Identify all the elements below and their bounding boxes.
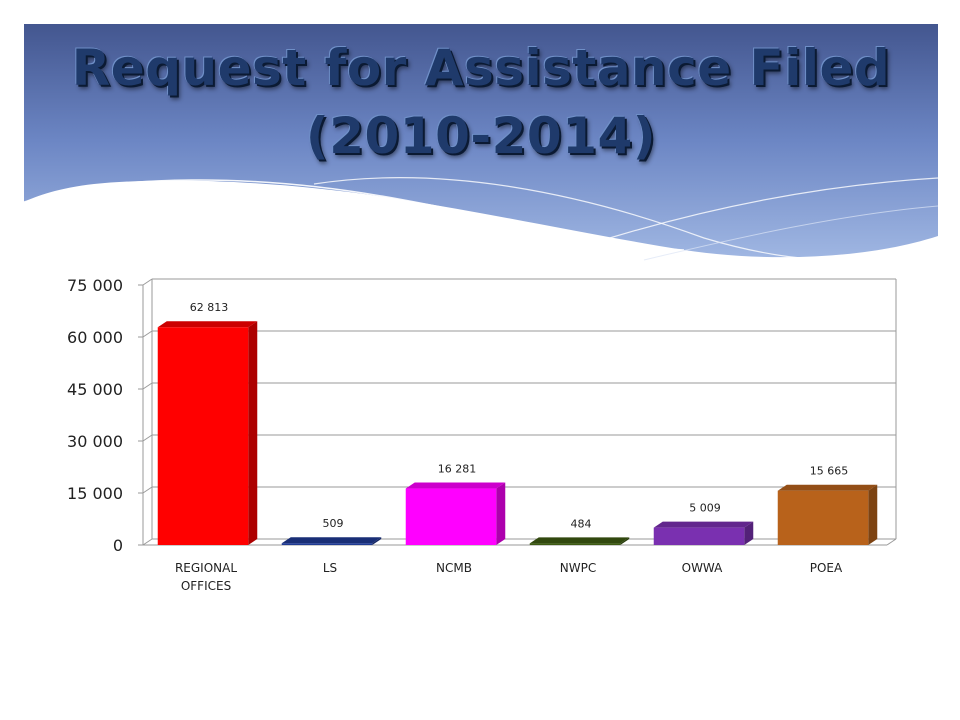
data-label: 62 813 xyxy=(190,301,229,314)
bar xyxy=(157,321,258,545)
bar-side xyxy=(248,321,258,545)
y-tick-label: 75 000 xyxy=(67,276,123,295)
bar-side xyxy=(372,537,382,545)
category-label: POEA xyxy=(810,561,843,575)
bar-top xyxy=(777,484,878,491)
bar-top xyxy=(529,537,630,544)
bar xyxy=(777,484,878,545)
bar-front xyxy=(157,327,249,545)
bar xyxy=(281,537,382,545)
data-label: 5 009 xyxy=(689,502,721,515)
gridline-side xyxy=(142,278,153,286)
gridline-side xyxy=(142,330,153,338)
bar-front xyxy=(777,490,869,545)
bar-front xyxy=(281,543,373,545)
y-tick-label: 45 000 xyxy=(67,380,123,399)
y-tick-label: 15 000 xyxy=(67,484,123,503)
gridline-side xyxy=(142,434,153,442)
title-banner xyxy=(24,24,938,261)
bar-side xyxy=(744,521,754,545)
category-label: NCMB xyxy=(436,561,472,575)
bar xyxy=(529,537,630,545)
x-axis-side xyxy=(886,538,897,546)
bar xyxy=(405,482,506,545)
category-label: REGIONAL OFFICES xyxy=(175,561,237,593)
bar-top xyxy=(281,537,382,544)
data-label: 509 xyxy=(323,517,344,530)
category-label: NWPC xyxy=(560,561,596,575)
data-label: 16 281 xyxy=(438,463,477,476)
bar-side xyxy=(868,484,878,545)
bar-side xyxy=(496,482,506,545)
bar-top xyxy=(405,482,506,489)
y-tick-label: 0 xyxy=(113,536,123,555)
bar-side xyxy=(620,537,630,545)
category-label: OWWA xyxy=(682,561,724,575)
bar-front xyxy=(653,527,745,545)
slide-title: Request for Assistance Filed (2010-2014) xyxy=(71,39,891,165)
gridline-side xyxy=(142,538,153,546)
bar-top xyxy=(653,521,754,528)
y-tick-label: 60 000 xyxy=(67,328,123,347)
bar-front xyxy=(405,488,497,545)
category-label: LS xyxy=(323,561,337,575)
gridline-side xyxy=(142,382,153,390)
y-tick-label: 30 000 xyxy=(67,432,123,451)
data-label: 484 xyxy=(571,517,592,530)
bar-top xyxy=(157,321,258,328)
gridline-side xyxy=(142,486,153,494)
data-label: 15 665 xyxy=(810,465,849,478)
bar xyxy=(653,521,754,545)
bar-front xyxy=(529,543,621,545)
